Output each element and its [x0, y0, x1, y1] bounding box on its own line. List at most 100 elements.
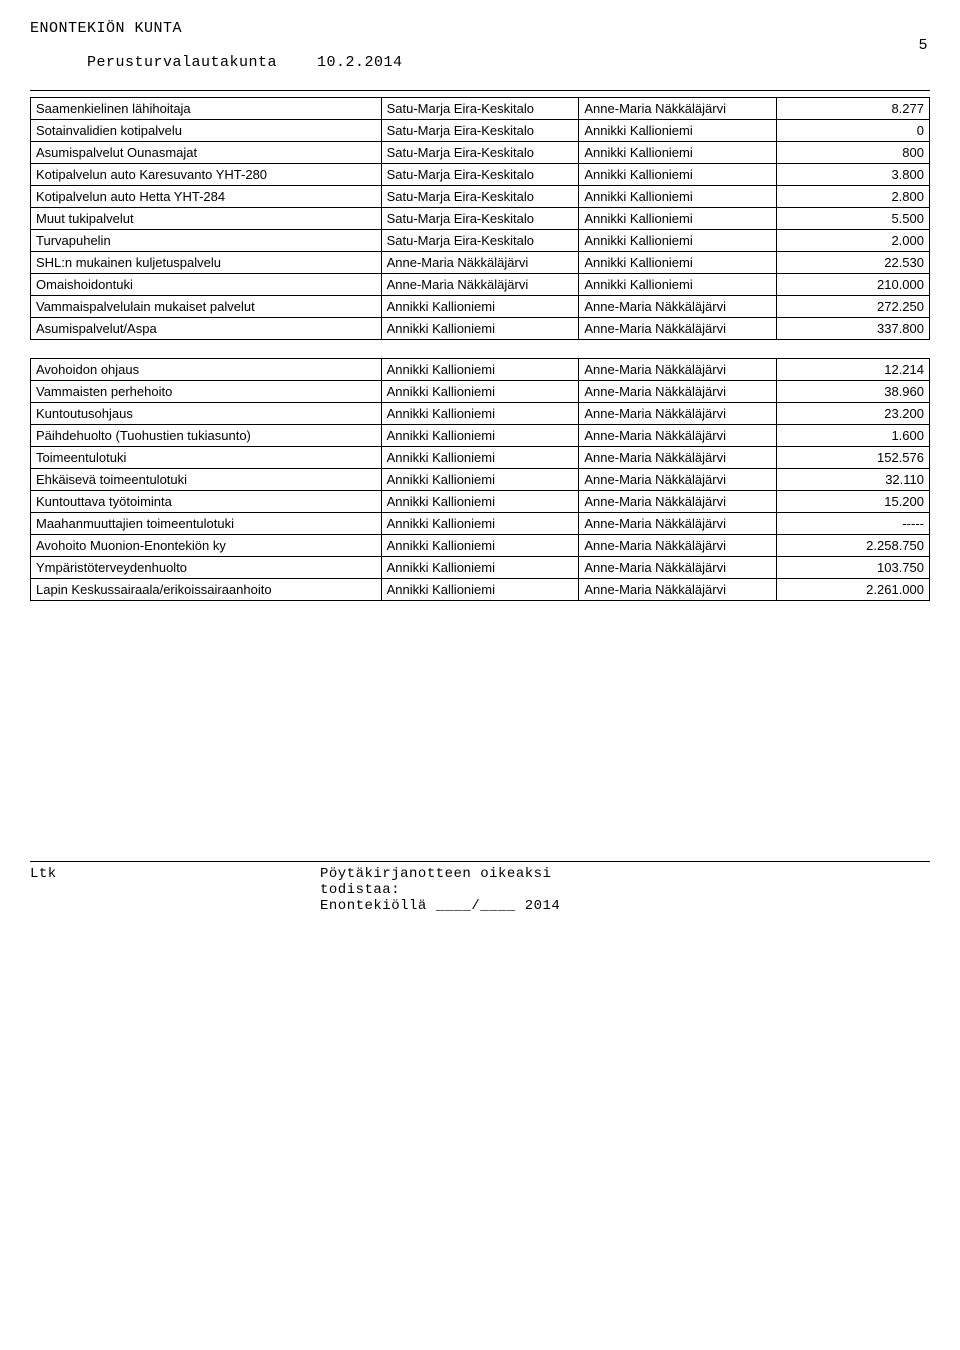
table-cell: Satu-Marja Eira-Keskitalo — [381, 186, 579, 208]
table-cell: Annikki Kallioniemi — [381, 535, 579, 557]
table-cell: 3.800 — [777, 164, 930, 186]
table-cell: Kuntoutusohjaus — [31, 403, 382, 425]
table-cell: 23.200 — [777, 403, 930, 425]
table-cell: Ehkäisevä toimeentulotuki — [31, 469, 382, 491]
table-row: OmaishoidontukiAnne-Maria NäkkäläjärviAn… — [31, 274, 930, 296]
table-cell: Anne-Maria Näkkäläjärvi — [579, 491, 777, 513]
table-cell: 2.258.750 — [777, 535, 930, 557]
table-cell: Kotipalvelun auto Karesuvanto YHT-280 — [31, 164, 382, 186]
table-cell: Lapin Keskussairaala/erikoissairaanhoito — [31, 579, 382, 601]
table-row: SHL:n mukainen kuljetuspalveluAnne-Maria… — [31, 252, 930, 274]
table-cell: Anne-Maria Näkkäläjärvi — [579, 318, 777, 340]
table-cell: Sotainvalidien kotipalvelu — [31, 120, 382, 142]
table-cell: Annikki Kallioniemi — [381, 491, 579, 513]
table-row: Avohoito Muonion-Enontekiön kyAnnikki Ka… — [31, 535, 930, 557]
table-row: Ehkäisevä toimeentulotukiAnnikki Kallion… — [31, 469, 930, 491]
table-cell: Muut tukipalvelut — [31, 208, 382, 230]
table-row: KuntoutusohjausAnnikki KallioniemiAnne-M… — [31, 403, 930, 425]
table-cell: 2.261.000 — [777, 579, 930, 601]
table-cell: 152.576 — [777, 447, 930, 469]
table-row: Vammaisten perhehoitoAnnikki Kallioniemi… — [31, 381, 930, 403]
table-cell: Annikki Kallioniemi — [579, 274, 777, 296]
header-org: ENONTEKIÖN KUNTA — [30, 20, 930, 37]
table-cell: Anne-Maria Näkkäläjärvi — [579, 447, 777, 469]
table-cell: 22.530 — [777, 252, 930, 274]
footer-attest: Pöytäkirjanotteen oikeaksi todistaa: Eno… — [320, 866, 560, 914]
table-cell: 15.200 — [777, 491, 930, 513]
table-cell: Anne-Maria Näkkäläjärvi — [579, 513, 777, 535]
table-cell: Toimeentulotuki — [31, 447, 382, 469]
table-row: Asumispalvelut OunasmajatSatu-Marja Eira… — [31, 142, 930, 164]
table-row: Vammaispalvelulain mukaiset palvelutAnni… — [31, 296, 930, 318]
table-cell: Saamenkielinen lähihoitaja — [31, 98, 382, 120]
footer-rule — [30, 861, 930, 862]
table-cell: Annikki Kallioniemi — [579, 252, 777, 274]
table-cell: Annikki Kallioniemi — [579, 142, 777, 164]
table-cell: Kuntouttava työtoiminta — [31, 491, 382, 513]
table-row: Asumispalvelut/AspaAnnikki KallioniemiAn… — [31, 318, 930, 340]
table-cell: 32.110 — [777, 469, 930, 491]
table-cell: Avohoito Muonion-Enontekiön ky — [31, 535, 382, 557]
table-row: Muut tukipalvelutSatu-Marja Eira-Keskita… — [31, 208, 930, 230]
table-cell: Annikki Kallioniemi — [381, 425, 579, 447]
header-line2: Perusturvalautakunta10.2.2014 5 — [30, 37, 930, 91]
table-cell: Asumispalvelut/Aspa — [31, 318, 382, 340]
table-cell: 12.214 — [777, 359, 930, 381]
table-cell: Annikki Kallioniemi — [579, 120, 777, 142]
table-cell: 272.250 — [777, 296, 930, 318]
table-row: Päihdehuolto (Tuohustien tukiasunto)Anni… — [31, 425, 930, 447]
table-cell: 2.000 — [777, 230, 930, 252]
table-cell: 8.277 — [777, 98, 930, 120]
table-cell: Anne-Maria Näkkäläjärvi — [579, 296, 777, 318]
table-row: ToimeentulotukiAnnikki KallioniemiAnne-M… — [31, 447, 930, 469]
table-cell: Anne-Maria Näkkäläjärvi — [381, 252, 579, 274]
table-row: YmpäristöterveydenhuoltoAnnikki Kallioni… — [31, 557, 930, 579]
table-cell: Annikki Kallioniemi — [381, 318, 579, 340]
table-cell: Annikki Kallioniemi — [381, 557, 579, 579]
table-cell: 38.960 — [777, 381, 930, 403]
table-cell: Anne-Maria Näkkäläjärvi — [579, 535, 777, 557]
table-row: Saamenkielinen lähihoitajaSatu-Marja Eir… — [31, 98, 930, 120]
table-cell: Anne-Maria Näkkäläjärvi — [381, 274, 579, 296]
table-cell: Anne-Maria Näkkäläjärvi — [579, 579, 777, 601]
table-cell: Annikki Kallioniemi — [579, 164, 777, 186]
table-cell: Anne-Maria Näkkäläjärvi — [579, 557, 777, 579]
table-cell: Annikki Kallioniemi — [381, 579, 579, 601]
table-cell: 210.000 — [777, 274, 930, 296]
table-cell: SHL:n mukainen kuljetuspalvelu — [31, 252, 382, 274]
table-cell: Turvapuhelin — [31, 230, 382, 252]
table-cell: Satu-Marja Eira-Keskitalo — [381, 230, 579, 252]
table-cell: Vammaispalvelulain mukaiset palvelut — [31, 296, 382, 318]
table-cell: Annikki Kallioniemi — [381, 447, 579, 469]
table-cell: 337.800 — [777, 318, 930, 340]
table-cell: Ympäristöterveydenhuolto — [31, 557, 382, 579]
table-cell: Annikki Kallioniemi — [381, 403, 579, 425]
table-cell: 5.500 — [777, 208, 930, 230]
page-header: ENONTEKIÖN KUNTA Perusturvalautakunta10.… — [30, 20, 930, 91]
table-cell: 1.600 — [777, 425, 930, 447]
table-cell: Annikki Kallioniemi — [381, 381, 579, 403]
table-cell: Annikki Kallioniemi — [579, 208, 777, 230]
table-cell: 103.750 — [777, 557, 930, 579]
table-cell: 0 — [777, 120, 930, 142]
table-row: Lapin Keskussairaala/erikoissairaanhoito… — [31, 579, 930, 601]
table-cell: Annikki Kallioniemi — [381, 513, 579, 535]
table-cell: Satu-Marja Eira-Keskitalo — [381, 98, 579, 120]
table-cell: Anne-Maria Näkkäläjärvi — [579, 469, 777, 491]
table-cell: Satu-Marja Eira-Keskitalo — [381, 120, 579, 142]
table-cell: Anne-Maria Näkkäläjärvi — [579, 381, 777, 403]
table-row: Avohoidon ohjausAnnikki KallioniemiAnne-… — [31, 359, 930, 381]
table-cell: Avohoidon ohjaus — [31, 359, 382, 381]
table-cell: Maahanmuuttajien toimeentulotuki — [31, 513, 382, 535]
table-cell: Anne-Maria Näkkäläjärvi — [579, 98, 777, 120]
table-cell: Omaishoidontuki — [31, 274, 382, 296]
header-board-date: Perusturvalautakunta10.2.2014 — [30, 37, 403, 88]
table-cell: Anne-Maria Näkkäläjärvi — [579, 403, 777, 425]
table-row: Maahanmuuttajien toimeentulotukiAnnikki … — [31, 513, 930, 535]
table-cell: Satu-Marja Eira-Keskitalo — [381, 164, 579, 186]
table-cell: Satu-Marja Eira-Keskitalo — [381, 208, 579, 230]
table-cell: ----- — [777, 513, 930, 535]
table-cell: Annikki Kallioniemi — [579, 186, 777, 208]
table-cell: Annikki Kallioniemi — [381, 296, 579, 318]
table-cell: Kotipalvelun auto Hetta YHT-284 — [31, 186, 382, 208]
